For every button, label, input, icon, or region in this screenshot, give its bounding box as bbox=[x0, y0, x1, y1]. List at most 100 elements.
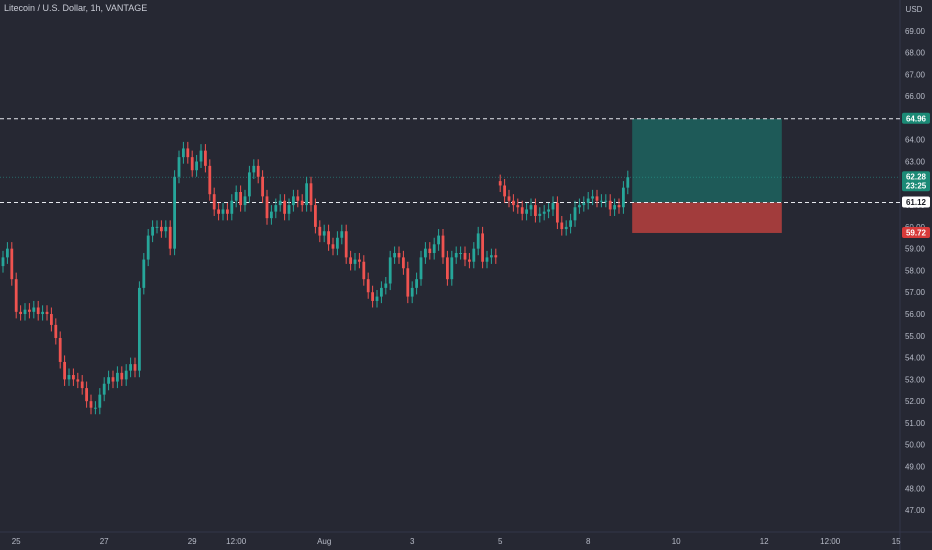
candle-body bbox=[36, 307, 40, 315]
candle-body bbox=[14, 279, 18, 312]
candle-body bbox=[569, 220, 572, 227]
candle-body bbox=[45, 311, 49, 315]
stop-price-tag: 59.72 bbox=[906, 228, 927, 237]
candle-body bbox=[573, 207, 577, 221]
x-tick-label: 27 bbox=[100, 537, 109, 546]
candle-body bbox=[199, 150, 203, 162]
candle-body bbox=[133, 364, 137, 371]
candle-body bbox=[481, 233, 484, 262]
candle-body bbox=[217, 209, 220, 214]
candle-body bbox=[80, 381, 84, 389]
candle-body bbox=[336, 237, 339, 249]
candle-body bbox=[261, 176, 264, 197]
x-tick-label: 12 bbox=[760, 537, 769, 546]
candle-body bbox=[296, 196, 300, 201]
currency-label: USD bbox=[906, 5, 923, 14]
x-tick-label: 10 bbox=[672, 537, 681, 546]
candle-body bbox=[490, 255, 493, 258]
candle-body bbox=[362, 261, 366, 280]
y-tick-label: 54.00 bbox=[905, 354, 926, 363]
candle-body bbox=[300, 200, 304, 206]
candle-body bbox=[274, 205, 278, 212]
candle-body bbox=[208, 165, 212, 195]
candle-body bbox=[617, 205, 621, 208]
candle-body bbox=[494, 255, 498, 258]
candle-body bbox=[318, 226, 322, 236]
candle-body bbox=[503, 185, 506, 197]
candle-body bbox=[98, 394, 102, 408]
candle-body bbox=[226, 209, 229, 214]
y-tick-label: 57.00 bbox=[905, 288, 926, 297]
candle-body bbox=[41, 311, 44, 315]
stop-price-tag-bg bbox=[902, 226, 930, 238]
candle-body bbox=[120, 372, 124, 380]
y-tick-label: 64.00 bbox=[905, 136, 926, 145]
candle-body bbox=[32, 307, 36, 312]
candle-body bbox=[160, 226, 163, 232]
candle-body bbox=[397, 253, 401, 258]
candle-body bbox=[230, 200, 234, 214]
y-tick-label: 55.00 bbox=[905, 332, 926, 341]
candle-body bbox=[626, 177, 630, 188]
candle-body bbox=[186, 148, 190, 158]
candle-body bbox=[578, 205, 581, 208]
candle-body bbox=[450, 257, 454, 280]
profit-zone bbox=[632, 118, 782, 203]
candle-body bbox=[212, 194, 216, 210]
y-tick-label: 58.00 bbox=[905, 266, 926, 275]
loss-zone bbox=[632, 202, 782, 233]
candle-body bbox=[349, 257, 352, 264]
candle-body bbox=[58, 337, 62, 362]
candle-body bbox=[252, 165, 256, 173]
candle-body bbox=[107, 377, 110, 384]
y-tick-label: 67.00 bbox=[905, 70, 926, 79]
candle-body bbox=[600, 200, 603, 202]
candle-body bbox=[287, 205, 291, 214]
candle-body bbox=[542, 211, 546, 214]
candle-body bbox=[388, 257, 392, 284]
candle-body bbox=[248, 172, 251, 197]
candle-body bbox=[564, 226, 568, 230]
entry-price-tag: 61.12 bbox=[906, 198, 927, 207]
candle-body bbox=[102, 383, 106, 395]
x-tick-label: 3 bbox=[410, 537, 415, 546]
candle-body bbox=[520, 207, 524, 214]
candle-body bbox=[50, 314, 53, 325]
candle-body bbox=[525, 209, 528, 214]
candle-body bbox=[375, 296, 379, 301]
candle-body bbox=[54, 324, 58, 338]
candle-body bbox=[507, 196, 511, 201]
candle-body bbox=[424, 248, 427, 258]
candle-body bbox=[283, 200, 286, 214]
candle-body bbox=[67, 375, 71, 380]
y-tick-label: 47.00 bbox=[905, 506, 926, 515]
candle-body bbox=[406, 268, 410, 297]
candle-body bbox=[468, 259, 471, 262]
candle-body bbox=[151, 226, 154, 236]
candle-body bbox=[358, 259, 361, 262]
entry-price-tag-bg bbox=[902, 196, 930, 208]
candle-body bbox=[182, 148, 185, 158]
last-price-tag-bg bbox=[902, 171, 930, 192]
candle-body bbox=[476, 233, 480, 249]
candle-body bbox=[437, 235, 440, 245]
candle-body bbox=[384, 283, 388, 288]
x-tick-label: 8 bbox=[586, 537, 591, 546]
candle-body bbox=[129, 364, 132, 371]
candle-body bbox=[560, 222, 564, 230]
candle-body bbox=[463, 253, 467, 260]
candle-body bbox=[278, 200, 282, 206]
x-tick-label: 5 bbox=[498, 537, 503, 546]
candle-body bbox=[124, 370, 128, 380]
candle-body bbox=[155, 226, 159, 228]
candle-body bbox=[498, 181, 502, 186]
x-tick-label: Aug bbox=[317, 537, 331, 546]
last-price-tag-countdown: 23:25 bbox=[906, 182, 927, 191]
candle-body bbox=[604, 200, 608, 202]
y-tick-label: 59.00 bbox=[905, 245, 926, 254]
candle-body bbox=[366, 279, 370, 293]
candle-body bbox=[265, 196, 269, 219]
candle-body bbox=[432, 244, 436, 254]
candle-body bbox=[371, 292, 374, 301]
